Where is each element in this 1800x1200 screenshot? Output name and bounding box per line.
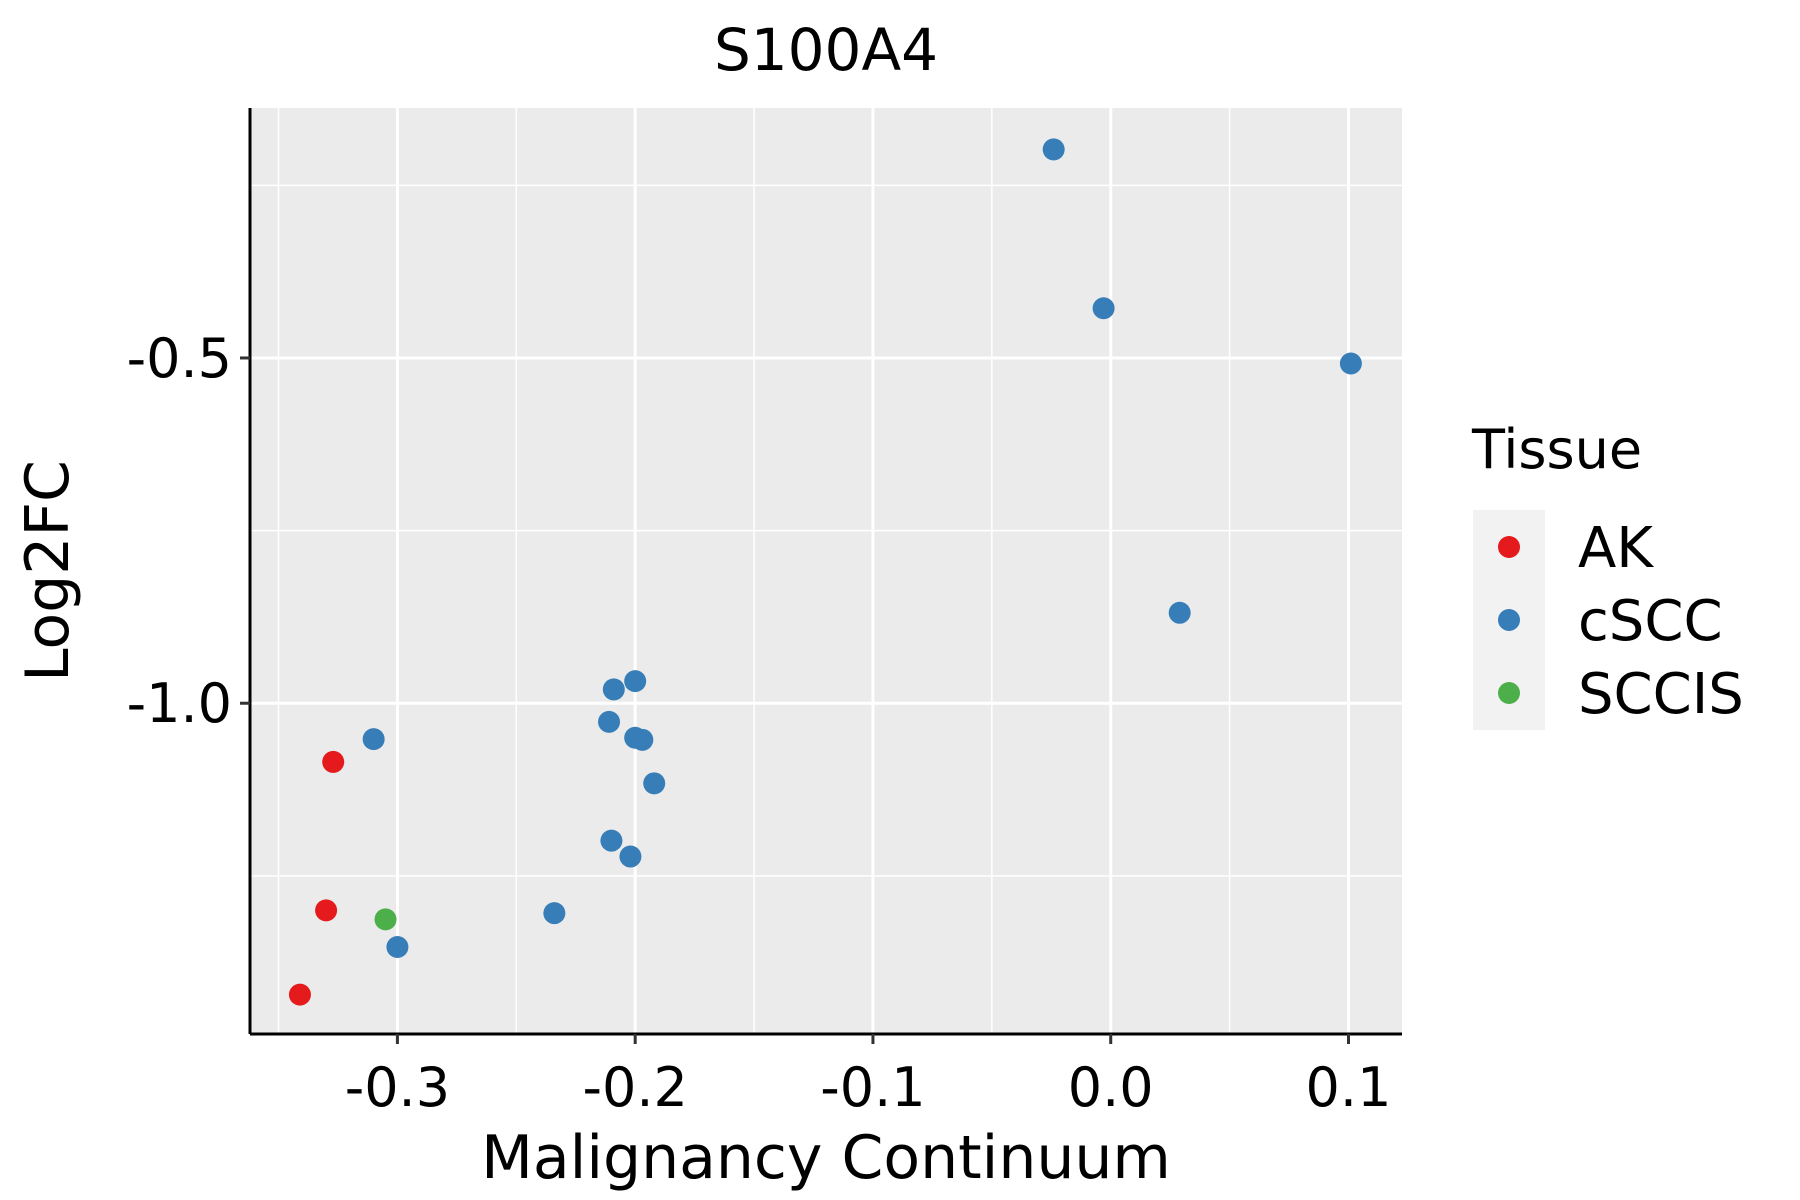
legend-key-ak	[1498, 536, 1520, 558]
x-tick-label: -0.3	[345, 1056, 450, 1119]
minor-gridlines	[250, 108, 1402, 1034]
legend: Tissue AK cSCC SCCIS	[1471, 418, 1744, 730]
data-point-cscc	[386, 935, 409, 958]
data-point-cscc	[598, 710, 621, 733]
legend-title: Tissue	[1471, 418, 1642, 481]
data-point-cscc	[631, 728, 654, 751]
data-point-cscc	[1168, 601, 1191, 624]
y-tick-label: -0.5	[127, 327, 232, 390]
y-axis-title: Log2FC	[13, 460, 83, 682]
data-point-cscc	[624, 670, 647, 693]
data-point-ak	[322, 750, 345, 773]
x-tick-label: -0.1	[820, 1056, 925, 1119]
legend-key-sccis	[1498, 682, 1520, 704]
data-point-cscc	[1092, 297, 1115, 320]
x-tick-labels: -0.3 -0.2 -0.1 0.0 0.1	[345, 1056, 1392, 1119]
y-tick-labels: -0.5 -1.0	[127, 327, 232, 735]
data-points	[288, 138, 1362, 1006]
data-point-cscc	[1042, 138, 1065, 161]
x-tick-label: -0.2	[583, 1056, 688, 1119]
data-point-cscc	[1339, 352, 1362, 375]
data-point-cscc	[619, 845, 642, 868]
data-point-cscc	[600, 829, 623, 852]
panel-background	[250, 108, 1402, 1034]
y-tick-label: -1.0	[127, 672, 232, 735]
data-point-cscc	[543, 902, 566, 925]
legend-label-ak: AK	[1578, 516, 1654, 581]
major-gridlines	[250, 108, 1402, 1034]
x-axis-title: Malignancy Continuum	[481, 1123, 1171, 1193]
x-tick-label: 0.1	[1306, 1056, 1392, 1119]
chart-title: S100A4	[714, 16, 938, 84]
data-point-ak	[288, 983, 311, 1006]
axes	[240, 108, 1402, 1044]
data-point-cscc	[362, 728, 385, 751]
legend-key-cscc	[1498, 609, 1520, 631]
data-point-sccis	[374, 908, 397, 931]
data-point-cscc	[602, 678, 625, 701]
x-tick-label: 0.0	[1068, 1056, 1154, 1119]
data-point-cscc	[643, 772, 666, 795]
data-point-ak	[315, 899, 338, 922]
legend-label-sccis: SCCIS	[1578, 662, 1744, 727]
legend-label-cscc: cSCC	[1578, 589, 1723, 654]
